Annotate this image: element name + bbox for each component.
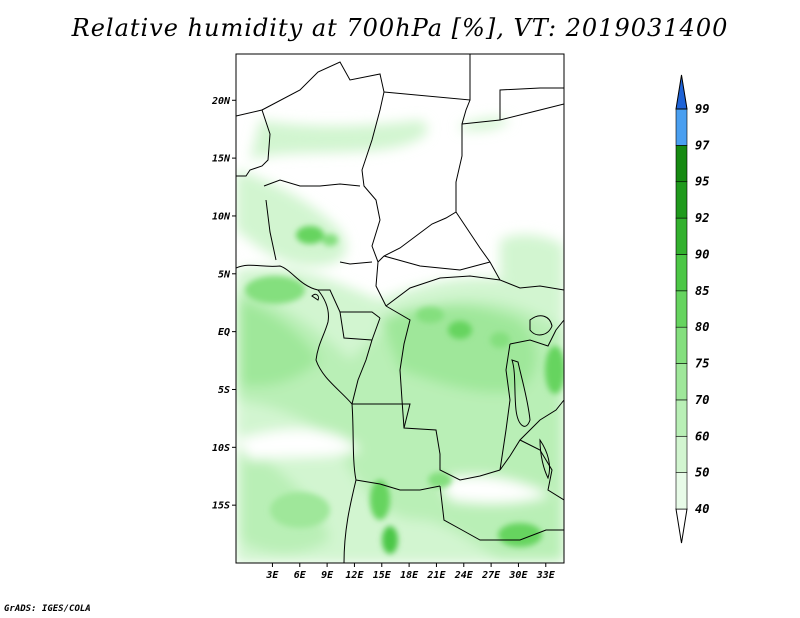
humidity-field	[236, 54, 564, 563]
colorbar-segment	[675, 399, 688, 437]
colorbar-below-triangle	[675, 508, 688, 544]
lat-tick-label: 5N	[218, 269, 231, 280]
lat-tick-label: 10S	[212, 443, 230, 454]
lakes	[311, 293, 553, 480]
lon-tick-label: 24E	[454, 570, 474, 581]
colorbar-label: 75	[695, 357, 709, 371]
colorbar-label: 60	[695, 429, 709, 443]
colorbar-label: 92	[695, 211, 709, 225]
colorbar-segment	[675, 254, 688, 292]
colorbar-label: 97	[695, 138, 710, 152]
colorbar-label: 80	[695, 320, 709, 334]
colorbar-label: 90	[695, 247, 709, 261]
lat-tick-label: EQ	[218, 327, 230, 338]
lon-tick-label: 27E	[481, 570, 501, 581]
colorbar-above-triangle	[675, 74, 688, 110]
lat-tick-label: 10N	[212, 211, 231, 222]
country-borders	[236, 54, 564, 563]
lon-tick-label: 18E	[400, 570, 419, 581]
longitude-axis: 3E 6E 9E 12E 15E 18E 21E 24E 27E 30E 33E	[265, 563, 556, 581]
colorbar-segment	[675, 108, 688, 146]
colorbar-label: 99	[695, 102, 709, 116]
colorbar-label: 50	[695, 466, 709, 480]
lon-tick-label: 21E	[426, 570, 446, 581]
lon-tick-label: 30E	[508, 570, 528, 581]
colorbar-label: 40	[695, 502, 709, 516]
colorbar-label: 85	[695, 284, 709, 298]
colorbar-segment	[675, 290, 688, 328]
lon-tick-label: 15E	[373, 570, 392, 581]
colorbar-segment	[675, 326, 688, 364]
lat-tick-label: 5S	[218, 385, 230, 396]
colorbar-segment	[675, 363, 688, 401]
colorbar: 40 50 60 70 75 80 85 90 92 95 97 99	[675, 74, 710, 544]
lat-tick-label: 20N	[211, 96, 231, 107]
lon-tick-label: 3E	[265, 570, 279, 581]
map-title: Relative humidity at 700hPa [%], VT: 201…	[71, 14, 729, 42]
colorbar-segment	[675, 217, 688, 255]
lat-tick-label: 15S	[212, 501, 230, 512]
map-frame	[235, 53, 565, 564]
colorbar-label: 95	[695, 175, 709, 189]
colorbar-segment	[675, 435, 688, 473]
latitude-axis: 20N 15N 10N 5N EQ 5S 10S 15S	[211, 96, 236, 512]
lon-tick-label: 6E	[294, 570, 307, 581]
colorbar-segment	[675, 181, 688, 219]
colorbar-label: 70	[695, 393, 709, 407]
colorbar-segment	[675, 145, 688, 183]
grads-credit: GrADS: IGES/COLA	[4, 604, 91, 614]
lon-tick-label: 12E	[345, 570, 364, 581]
lon-tick-label: 33E	[536, 570, 556, 581]
colorbar-segment	[675, 472, 688, 510]
lat-tick-label: 15N	[212, 154, 231, 165]
lon-tick-label: 9E	[321, 570, 334, 581]
